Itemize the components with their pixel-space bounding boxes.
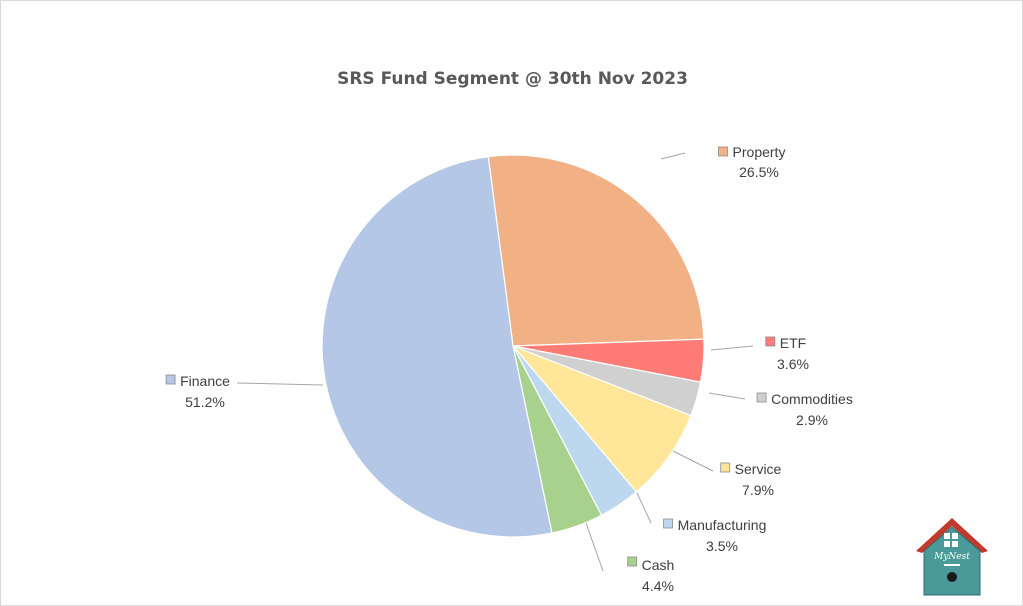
data-label-name-cash: Cash: [642, 557, 675, 573]
legend-key-finance: [165, 374, 176, 385]
mynest-logo: MyNest: [916, 518, 988, 596]
legend-key-property: [718, 146, 728, 157]
data-label-name-etf: ETF: [780, 335, 806, 351]
data-labels: Property 26.5% ETF 3.6% Commodities 2.9% Servi…: [165, 144, 853, 594]
leader-line-cash: [585, 522, 604, 572]
legend-key-manufacturing: [663, 518, 673, 529]
logo-perch: [944, 564, 960, 566]
leader-line-manufacturing: [636, 492, 652, 524]
data-label-pct-cash: 4.4%: [642, 578, 674, 594]
pie-slice-finance: [321, 155, 553, 538]
leader-line-service: [672, 450, 714, 472]
data-label-pct-property: 26.5%: [739, 164, 779, 180]
pie-slice-service: [512, 345, 692, 493]
leader-line-commodities: [708, 392, 746, 400]
pie-slices: [321, 154, 705, 538]
data-label-name-property: Property: [733, 144, 786, 160]
legend-key-commodities: [756, 392, 767, 403]
logo-house-body: [923, 526, 981, 596]
data-label-pct-manufacturing: 3.5%: [706, 538, 738, 554]
data-label-name-manufacturing: Manufacturing: [678, 517, 767, 533]
logo-window: [952, 541, 958, 547]
legend-key-etf: [765, 336, 776, 347]
pie-slice-property: [487, 154, 705, 347]
logo-hole: [947, 572, 957, 582]
leader-line-finance: [236, 382, 324, 386]
data-label-name-commodities: Commodities: [771, 391, 853, 407]
logo-text: MyNest: [933, 552, 970, 562]
logo-window: [952, 533, 958, 539]
legend-key-cash: [627, 556, 638, 567]
logo-roof: [916, 518, 988, 553]
data-label-pct-finance: 51.2%: [185, 394, 225, 410]
leader-line-etf: [710, 345, 754, 351]
data-label-pct-commodities: 2.9%: [796, 412, 828, 428]
chart-title: SRS Fund Segment @ 30th Nov 2023: [337, 69, 688, 89]
data-label-pct-service: 7.9%: [742, 482, 774, 498]
logo-window: [944, 541, 950, 547]
logo-window: [944, 533, 950, 539]
leader-line-property: [660, 152, 686, 160]
data-label-pct-etf: 3.6%: [777, 356, 809, 372]
legend-key-service: [720, 462, 731, 473]
data-label-name-service: Service: [735, 461, 782, 477]
data-label-name-finance: Finance: [180, 373, 230, 389]
leader-lines: [236, 152, 754, 572]
